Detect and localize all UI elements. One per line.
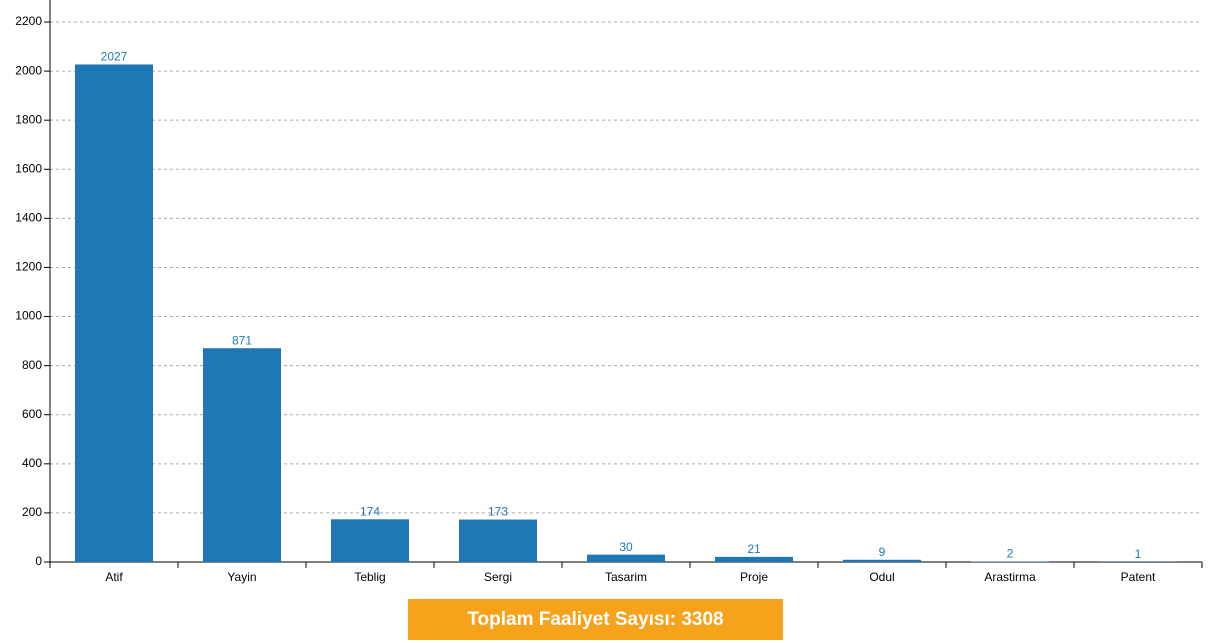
x-tick-label: Tasarim [605,570,647,584]
y-tick-label: 200 [22,505,42,519]
value-label: 871 [232,333,252,347]
value-label: 30 [619,540,633,554]
value-label: 173 [488,505,508,519]
y-tick-label: 2200 [15,14,42,28]
bar [75,64,153,563]
x-tick-label: Odul [869,570,894,584]
bar [843,559,921,562]
bar [587,554,665,562]
y-tick-label: 800 [22,358,42,372]
bar [459,519,537,562]
total-box: Toplam Faaliyet Sayısı: 3308 [408,599,783,640]
y-tick-label: 600 [22,407,42,421]
value-label: 174 [360,504,380,518]
value-label: 9 [879,545,886,559]
value-label: 2 [1007,547,1014,561]
value-label: 2027 [101,50,128,64]
x-tick-label: Arastirma [984,570,1036,584]
x-tick-label: Atif [105,570,123,584]
bar [715,556,793,562]
bar [331,519,409,562]
value-label: 21 [747,542,761,556]
x-tick-label: Patent [1121,570,1156,584]
value-label: 1 [1135,547,1142,561]
y-tick-label: 1200 [15,260,42,274]
chart: 0200400600800100012001400160018002000220… [15,0,1203,584]
y-tick-label: 0 [35,554,42,568]
y-tick-label: 1600 [15,161,42,175]
bar [203,348,281,562]
y-tick-label: 1400 [15,211,42,225]
x-tick-label: Proje [740,570,768,584]
y-tick-label: 1000 [15,309,42,323]
x-tick-label: Teblig [354,570,385,584]
x-tick-label: Yayin [227,570,256,584]
y-tick-label: 400 [22,456,42,470]
y-tick-label: 1800 [15,112,42,126]
y-tick-label: 2000 [15,63,42,77]
x-tick-label: Sergi [484,570,512,584]
